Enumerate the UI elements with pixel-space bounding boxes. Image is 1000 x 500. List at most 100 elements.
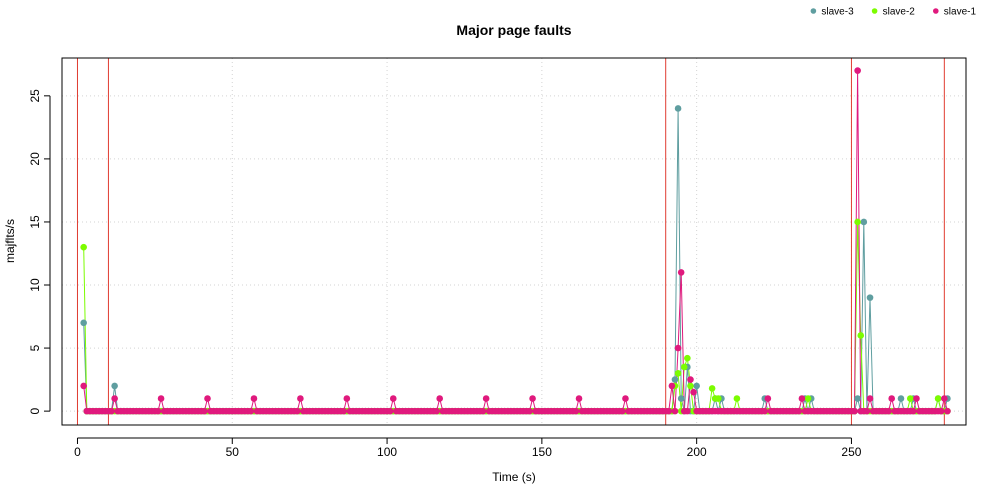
- data-point-slave-1: [910, 407, 917, 415]
- data-point-slave-1: [668, 382, 676, 390]
- data-point-slave-1: [340, 407, 348, 415]
- data-point-slave-1: [111, 395, 118, 402]
- data-point-slave-3: [677, 395, 685, 402]
- plot-frame: [61, 57, 967, 426]
- data-point-slave-2: [708, 385, 716, 392]
- data-point-slave-3: [866, 294, 874, 301]
- data-point-slave-3: [693, 382, 700, 390]
- data-point-slave-1: [154, 407, 162, 415]
- data-point-slave-3: [674, 105, 682, 112]
- data-point-slave-1: [204, 395, 211, 402]
- data-point-slave-1: [80, 382, 87, 390]
- data-point-slave-1: [671, 407, 679, 415]
- data-point-slave-3: [854, 395, 861, 402]
- x-tick-label: 100: [377, 445, 397, 459]
- series-line-slave-2: [83, 221, 948, 412]
- x-axis-label: Time (s): [492, 470, 536, 484]
- y-tick-label: 10: [28, 278, 42, 292]
- x-tick-label: 50: [226, 445, 240, 459]
- data-point-slave-1: [944, 407, 951, 415]
- data-point-slave-1: [575, 395, 583, 402]
- data-point-slave-1: [247, 407, 255, 415]
- data-point-slave-2: [674, 369, 682, 377]
- data-point-slave-1: [250, 395, 258, 402]
- data-point-slave-1: [798, 395, 806, 402]
- chart-title: Major page faults: [456, 22, 571, 38]
- legend-marker-slave-1: [933, 8, 939, 14]
- legend: slave-3 slave-2 slave-1: [810, 7, 977, 18]
- data-point-slave-2: [80, 243, 87, 251]
- data-point-slave-1: [297, 395, 304, 402]
- data-point-slave-1: [389, 395, 397, 402]
- data-point-slave-1: [854, 67, 861, 74]
- data-point-slave-2: [804, 395, 812, 402]
- data-point-slave-1: [851, 407, 858, 415]
- data-point-slave-1: [913, 395, 920, 402]
- data-point-slave-1: [863, 407, 871, 415]
- x-tick-label: 200: [687, 445, 707, 459]
- series-line-slave-1: [83, 70, 948, 412]
- event-markers: [76, 58, 945, 425]
- data-point-slave-1: [108, 407, 115, 415]
- data-point-slave-1: [201, 407, 208, 415]
- data-point-slave-1: [941, 395, 948, 402]
- data-point-slave-1: [764, 395, 772, 402]
- legend-label-slave-2: slave-2: [883, 7, 916, 18]
- data-point-slave-1: [157, 395, 165, 402]
- data-point-slave-1: [674, 344, 682, 352]
- data-point-slave-2: [715, 395, 722, 402]
- data-point-slave-1: [761, 407, 769, 415]
- data-point-slave-1: [885, 407, 892, 415]
- data-point-slave-1: [436, 395, 443, 402]
- series-line-slave-3: [83, 108, 948, 412]
- x-tick-label: 150: [532, 445, 552, 459]
- data-point-slave-2: [680, 363, 688, 371]
- data-point-slave-1: [795, 407, 803, 415]
- data-point-slave-2: [934, 395, 942, 402]
- data-point-slave-2: [733, 395, 741, 402]
- data-point-slave-1: [619, 407, 626, 415]
- legend-marker-slave-3: [810, 8, 817, 14]
- legend-label-slave-3: slave-3: [821, 7, 854, 18]
- data-point-slave-3: [860, 218, 868, 226]
- data-point-slave-2: [854, 218, 861, 226]
- data-point-slave-2: [906, 395, 914, 402]
- data-point-slave-1: [526, 407, 533, 415]
- data-point-slave-1: [690, 388, 697, 396]
- legend-label-slave-1: slave-1: [944, 7, 977, 18]
- grid: [62, 58, 966, 425]
- data-point-slave-1: [479, 407, 487, 415]
- data-point-slave-1: [665, 407, 673, 415]
- y-tick-label: 25: [28, 89, 42, 103]
- legend-marker-slave-2: [871, 8, 878, 14]
- data-point-slave-1: [433, 407, 440, 415]
- axes: 0 50 100 150 200 250 0 5 10 15 20 25: [28, 89, 862, 459]
- y-tick-label: 15: [28, 215, 42, 229]
- series-lines: [83, 70, 948, 412]
- data-point-slave-2: [687, 382, 694, 390]
- x-tick-label: 250: [841, 445, 861, 459]
- data-point-slave-1: [386, 407, 394, 415]
- data-point-slave-1: [937, 407, 945, 415]
- data-point-slave-1: [343, 395, 351, 402]
- y-tick-label: 5: [28, 344, 42, 351]
- data-point-slave-1: [684, 407, 691, 415]
- data-point-slave-1: [482, 395, 490, 402]
- data-point-slave-1: [529, 395, 536, 402]
- y-tick-label: 20: [28, 152, 42, 166]
- data-point-slave-2: [684, 354, 691, 362]
- data-point-slave-1: [687, 376, 694, 383]
- data-point-slave-3: [671, 376, 679, 383]
- y-axis-label: majflts/s: [3, 219, 17, 263]
- data-point-slave-1: [866, 395, 874, 402]
- data-point-slave-1: [677, 269, 685, 276]
- data-point-slave-3: [897, 395, 905, 402]
- data-point-slave-3: [111, 382, 118, 390]
- data-point-slave-1: [572, 407, 580, 415]
- data-point-slave-2: [857, 332, 865, 339]
- data-points: [80, 67, 951, 415]
- data-point-slave-3: [80, 319, 87, 327]
- data-point-slave-1: [622, 395, 629, 402]
- x-tick-label: 0: [74, 445, 81, 459]
